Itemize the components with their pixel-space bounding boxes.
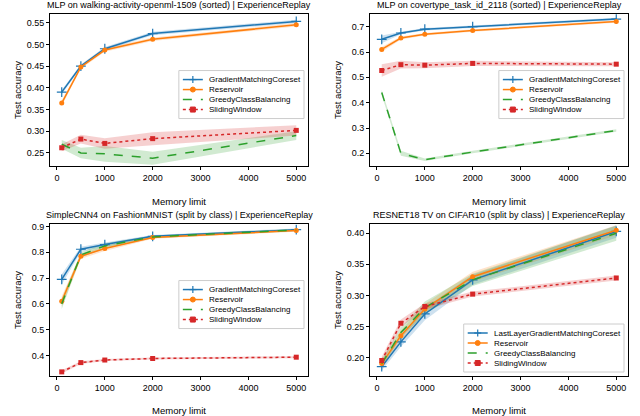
svg-text:0.5: 0.5	[32, 325, 45, 335]
svg-text:0: 0	[374, 173, 379, 183]
svg-text:LastLayerGradientMatchingCores: LastLayerGradientMatchingCoreset	[494, 329, 621, 338]
svg-text:0.40: 0.40	[347, 228, 365, 238]
svg-text:Test accuracy: Test accuracy	[332, 61, 343, 119]
svg-text:0.4: 0.4	[352, 98, 365, 108]
svg-text:0.50: 0.50	[27, 40, 45, 50]
svg-text:1000: 1000	[415, 173, 435, 183]
svg-text:4000: 4000	[558, 383, 578, 393]
svg-text:SlidingWindow: SlidingWindow	[209, 105, 262, 114]
svg-text:Reservoir: Reservoir	[529, 85, 564, 94]
svg-text:0.25: 0.25	[27, 148, 45, 158]
svg-text:Reservoir: Reservoir	[494, 339, 529, 348]
svg-text:GradientMatchingCoreset: GradientMatchingCoreset	[209, 75, 301, 84]
svg-text:0.2: 0.2	[352, 148, 365, 158]
svg-text:0.30: 0.30	[27, 126, 45, 136]
svg-text:Test accuracy: Test accuracy	[12, 61, 23, 119]
svg-text:Memory limit: Memory limit	[472, 196, 526, 207]
svg-text:SlidingWindow: SlidingWindow	[494, 359, 547, 368]
svg-text:1000: 1000	[95, 383, 115, 393]
svg-text:GreedyClassBalancing: GreedyClassBalancing	[209, 305, 290, 314]
svg-text:2000: 2000	[143, 173, 163, 183]
svg-text:0.7: 0.7	[32, 273, 45, 283]
svg-text:0.7: 0.7	[352, 22, 365, 32]
svg-text:0.3: 0.3	[352, 123, 365, 133]
svg-text:4000: 4000	[558, 173, 578, 183]
svg-text:0.45: 0.45	[27, 61, 45, 71]
svg-text:GreedyClassBalancing: GreedyClassBalancing	[529, 95, 610, 104]
svg-text:1000: 1000	[415, 383, 435, 393]
svg-text:0: 0	[54, 383, 59, 393]
svg-text:0.8: 0.8	[32, 247, 45, 257]
svg-text:SlidingWindow: SlidingWindow	[529, 105, 582, 114]
svg-text:0.5: 0.5	[352, 72, 365, 82]
svg-text:GradientMatchingCoreset: GradientMatchingCoreset	[209, 285, 301, 294]
svg-text:0.9: 0.9	[32, 222, 45, 232]
svg-text:0.55: 0.55	[27, 18, 45, 28]
svg-text:3000: 3000	[511, 173, 531, 183]
svg-text:MLP on walking-activity-openml: MLP on walking-activity-openml-1509 (sor…	[47, 0, 311, 10]
svg-text:4000: 4000	[238, 173, 258, 183]
svg-text:3000: 3000	[191, 173, 211, 183]
svg-text:Memory limit: Memory limit	[152, 405, 206, 416]
svg-text:0.25: 0.25	[347, 322, 365, 332]
svg-text:4000: 4000	[238, 383, 258, 393]
svg-text:0.6: 0.6	[32, 299, 45, 309]
svg-text:2000: 2000	[463, 383, 483, 393]
svg-text:MLP on covertype_task_id_2118: MLP on covertype_task_id_2118 (sorted) |…	[377, 0, 622, 10]
svg-text:GreedyClassBalancing: GreedyClassBalancing	[494, 349, 575, 358]
svg-text:Memory limit: Memory limit	[152, 196, 206, 207]
svg-text:0.4: 0.4	[32, 351, 45, 361]
svg-text:GreedyClassBalancing: GreedyClassBalancing	[209, 95, 290, 104]
svg-text:5000: 5000	[286, 383, 306, 393]
svg-text:2000: 2000	[463, 173, 483, 183]
svg-text:0.35: 0.35	[27, 105, 45, 115]
svg-text:0.20: 0.20	[347, 353, 365, 363]
svg-text:0.40: 0.40	[27, 83, 45, 93]
svg-text:1000: 1000	[95, 173, 115, 183]
svg-text:0: 0	[374, 383, 379, 393]
svg-text:3000: 3000	[191, 383, 211, 393]
svg-text:5000: 5000	[606, 173, 626, 183]
svg-text:0.6: 0.6	[352, 47, 365, 57]
svg-text:Test accuracy: Test accuracy	[12, 271, 23, 329]
svg-text:0: 0	[54, 173, 59, 183]
svg-text:SimpleCNN4 on FashionMNIST (sp: SimpleCNN4 on FashionMNIST (split by cla…	[46, 210, 313, 220]
svg-text:GradientMatchingCoreset: GradientMatchingCoreset	[529, 75, 621, 84]
svg-text:Reservoir: Reservoir	[209, 295, 244, 304]
svg-text:0.30: 0.30	[347, 291, 365, 301]
svg-text:Memory limit: Memory limit	[472, 405, 526, 416]
svg-text:Test accuracy: Test accuracy	[332, 271, 343, 329]
svg-text:5000: 5000	[286, 173, 306, 183]
svg-text:0.35: 0.35	[347, 259, 365, 269]
svg-text:RESNET18 TV on CIFAR10 (split: RESNET18 TV on CIFAR10 (split by class) …	[373, 210, 625, 220]
svg-text:5000: 5000	[606, 383, 626, 393]
svg-text:2000: 2000	[143, 383, 163, 393]
svg-text:Reservoir: Reservoir	[209, 85, 244, 94]
svg-text:3000: 3000	[511, 383, 531, 393]
svg-text:SlidingWindow: SlidingWindow	[209, 315, 262, 324]
